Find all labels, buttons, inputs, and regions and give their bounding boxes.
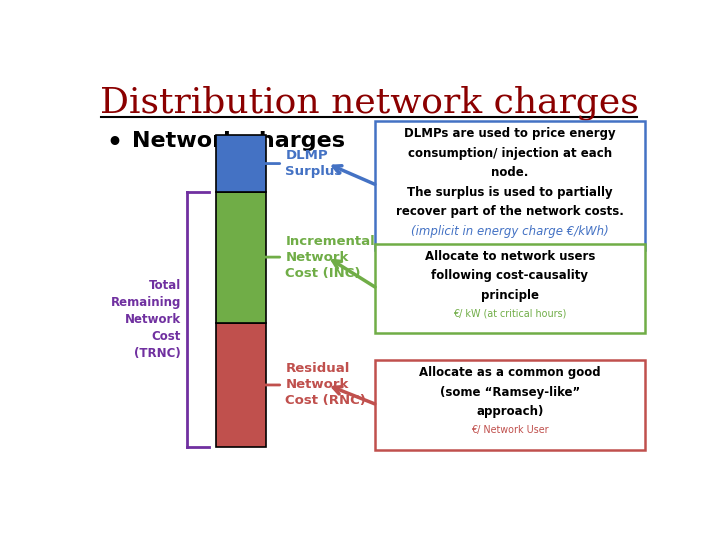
FancyArrowPatch shape: [333, 387, 375, 404]
Text: recover part of the network costs.: recover part of the network costs.: [396, 205, 624, 218]
Text: Residual
Network
Cost (RNC): Residual Network Cost (RNC): [285, 362, 366, 408]
Text: •: •: [107, 131, 122, 156]
Text: (some “Ramsey-like”: (some “Ramsey-like”: [440, 386, 580, 399]
Text: approach): approach): [476, 406, 544, 419]
FancyArrowPatch shape: [222, 253, 280, 261]
Text: Distribution network charges: Distribution network charges: [99, 85, 639, 120]
Text: Incremental
Network
Cost (INC): Incremental Network Cost (INC): [285, 234, 375, 280]
Text: Allocate as a common good: Allocate as a common good: [419, 366, 600, 379]
Text: DLMP
Surplus: DLMP Surplus: [285, 149, 343, 178]
Text: Network charges: Network charges: [132, 131, 345, 151]
FancyBboxPatch shape: [374, 360, 645, 450]
Text: The surplus is used to partially: The surplus is used to partially: [407, 186, 613, 199]
Text: consumption/ injection at each: consumption/ injection at each: [408, 147, 612, 160]
Text: node.: node.: [491, 166, 528, 179]
Text: principle: principle: [481, 289, 539, 302]
Bar: [215, 322, 266, 447]
Text: following cost-causality: following cost-causality: [431, 269, 588, 282]
FancyBboxPatch shape: [374, 244, 645, 333]
Bar: [215, 136, 266, 192]
Text: €/ kW (at critical hours): €/ kW (at critical hours): [453, 308, 567, 319]
Text: (implicit in energy charge €/kWh): (implicit in energy charge €/kWh): [411, 225, 609, 238]
FancyArrowPatch shape: [222, 160, 280, 167]
FancyArrowPatch shape: [222, 381, 280, 389]
FancyBboxPatch shape: [374, 121, 645, 250]
Text: DLMPs are used to price energy: DLMPs are used to price energy: [404, 127, 616, 140]
Bar: [215, 192, 266, 322]
FancyArrowPatch shape: [333, 261, 375, 287]
Text: Allocate to network users: Allocate to network users: [425, 250, 595, 263]
FancyArrowPatch shape: [333, 166, 375, 184]
Text: Total
Remaining
Network
Cost
(TRNC): Total Remaining Network Cost (TRNC): [111, 279, 181, 360]
Text: €/ Network User: €/ Network User: [471, 425, 549, 435]
